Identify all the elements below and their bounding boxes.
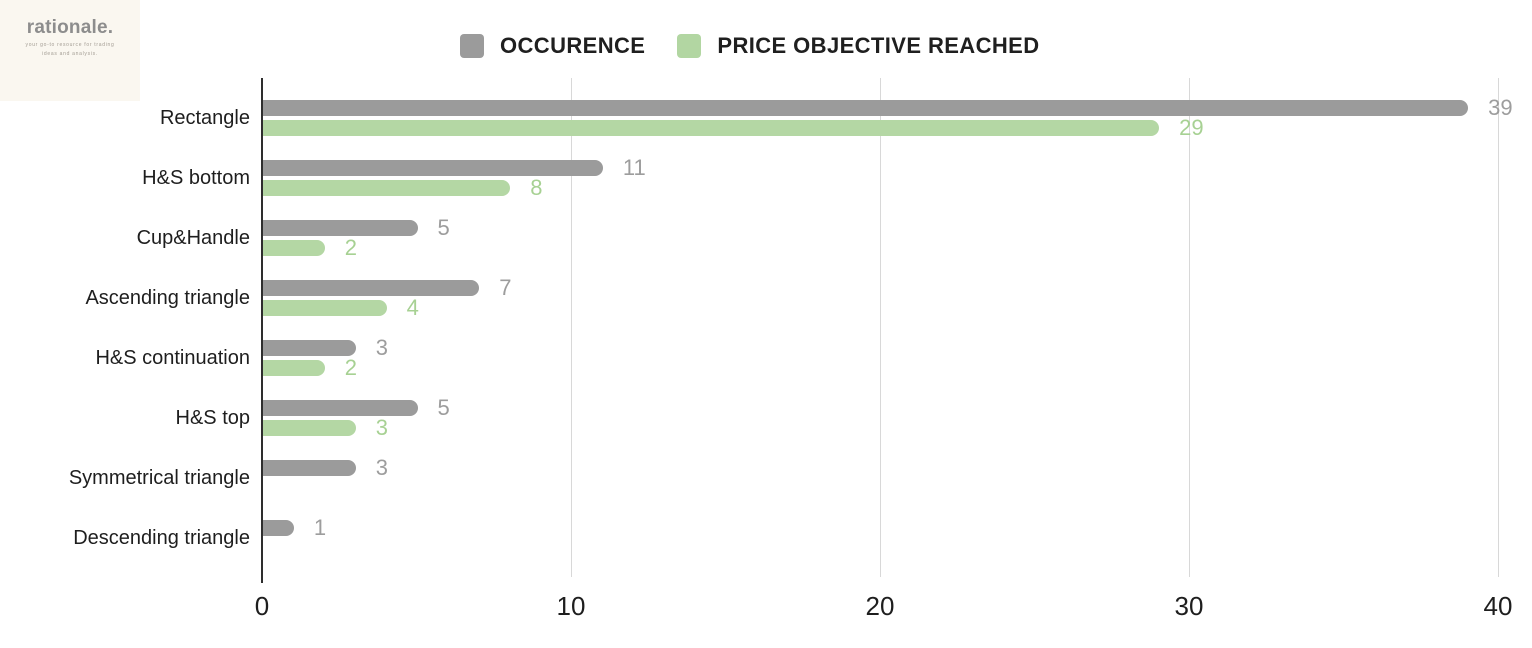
value-label-occurence-symmetrical-triangle: 3 [375, 455, 388, 480]
gridline-20 [880, 78, 881, 577]
value-label-occurence-h-s-top: 5 [437, 395, 450, 420]
gridline-40 [1498, 78, 1499, 577]
gridline-30 [1189, 78, 1190, 577]
bar-occurence-cup-handle [263, 220, 418, 236]
brand-tagline-line2: ideas and analysis. [42, 50, 98, 57]
chart-legend: OCCURENCE PRICE OBJECTIVE REACHED [460, 32, 1040, 60]
value-label-occurence-h-s-continuation: 3 [375, 335, 388, 360]
value-label-occurence-h-s-bottom: 11 [622, 155, 646, 180]
bar-price-objective-reached-h-s-top [263, 420, 356, 436]
category-label-descending-triangle: Descending triangle [73, 527, 250, 549]
legend-swatch-price-objective-reached [677, 34, 702, 58]
value-label-occurence-ascending-triangle: 7 [499, 275, 512, 300]
value-label-price-objective-reached-ascending-triangle: 4 [406, 295, 419, 320]
legend-item-occurence: OCCURENCE [460, 33, 645, 59]
x-tick-label-20: 20 [865, 591, 895, 621]
bar-price-objective-reached-ascending-triangle [263, 300, 387, 316]
x-tick-label-0: 0 [254, 591, 270, 621]
category-label-symmetrical-triangle: Symmetrical triangle [68, 467, 250, 489]
category-label-ascending-triangle: Ascending triangle [85, 287, 250, 309]
gridline-10 [571, 78, 572, 577]
value-label-occurence-rectangle: 39 [1488, 95, 1513, 120]
bar-occurence-h-s-top [263, 400, 418, 416]
brand-name: rationale. [26, 17, 114, 38]
value-label-occurence-descending-triangle: 1 [313, 515, 327, 540]
bar-price-objective-reached-h-s-continuation [263, 360, 325, 376]
bar-price-objective-reached-rectangle [263, 120, 1160, 136]
brand-tagline-line1: your go-to resource for trading [25, 42, 115, 48]
x-tick-label-40: 40 [1483, 591, 1513, 621]
x-tick-label-30: 30 [1174, 591, 1204, 621]
legend-label-occurence: OCCURENCE [500, 33, 646, 58]
brand-logo: rationale. your go-to resource for tradi… [0, 0, 140, 101]
value-label-price-objective-reached-h-s-top: 3 [375, 415, 388, 440]
bar-occurence-descending-triangle [263, 520, 294, 536]
bar-occurence-h-s-continuation [263, 340, 356, 356]
legend-swatch-occurence [460, 34, 484, 58]
bar-occurence-ascending-triangle [263, 280, 480, 296]
legend-label-price-objective-reached: PRICE OBJECTIVE REACHED [717, 33, 1040, 58]
bar-occurence-h-s-bottom [263, 160, 603, 176]
value-label-price-objective-reached-h-s-continuation: 2 [344, 355, 358, 380]
category-label-rectangle: Rectangle [159, 107, 250, 129]
y-axis-line [261, 78, 263, 583]
value-label-price-objective-reached-h-s-bottom: 8 [530, 175, 543, 200]
category-label-h-s-bottom: H&S bottom [142, 167, 250, 189]
category-label-cup-handle: Cup&Handle [136, 227, 250, 249]
legend-item-price-objective-reached: PRICE OBJECTIVE REACHED [677, 33, 1039, 59]
value-label-occurence-cup-handle: 5 [437, 215, 450, 240]
value-label-price-objective-reached-rectangle: 29 [1179, 115, 1204, 140]
bar-price-objective-reached-cup-handle [263, 240, 325, 256]
x-tick-label-10: 10 [556, 591, 586, 621]
category-label-h-s-top: H&S top [175, 407, 250, 429]
bar-occurence-rectangle [263, 100, 1469, 116]
value-label-price-objective-reached-cup-handle: 2 [344, 235, 358, 260]
category-label-h-s-continuation: H&S continuation [95, 347, 250, 369]
bar-price-objective-reached-h-s-bottom [263, 180, 511, 196]
bar-occurence-symmetrical-triangle [263, 460, 356, 476]
